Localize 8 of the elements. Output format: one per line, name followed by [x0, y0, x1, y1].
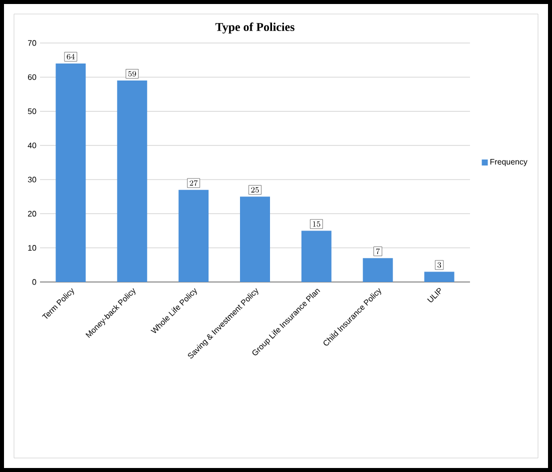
- chart-title: Type of Policies: [215, 22, 294, 34]
- bar: [117, 80, 148, 282]
- bar: [301, 230, 332, 282]
- bar: [56, 63, 86, 282]
- bar: [178, 190, 209, 282]
- bar: [424, 272, 454, 282]
- bar: [240, 196, 270, 282]
- bar: [362, 258, 393, 282]
